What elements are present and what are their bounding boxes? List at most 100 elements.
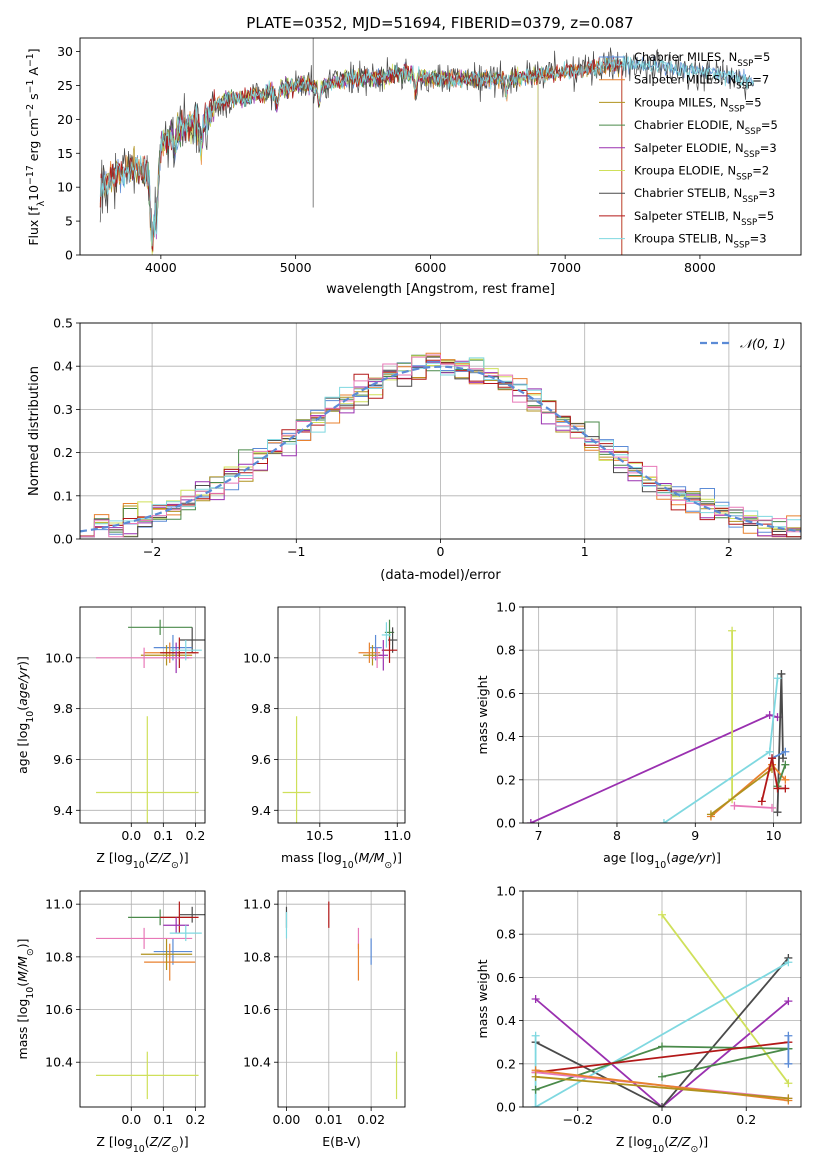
weight-line	[661, 1047, 789, 1078]
x-tick-label: 7000	[549, 260, 581, 275]
y-tick-label: 11.0	[45, 897, 73, 912]
gaussian-curve	[80, 365, 801, 533]
weight-marker	[658, 1042, 666, 1051]
spectrum-line-salpeter-elodie	[147, 65, 539, 255]
errorbar-point	[144, 943, 196, 981]
x-tick-label: 0.2	[736, 1112, 756, 1127]
x-tick-label: 6000	[414, 260, 446, 275]
errorbar-point	[96, 1051, 199, 1100]
errorbar-point	[381, 637, 398, 663]
y-axis-label: mass weight	[475, 959, 490, 1038]
y-tick-label: 20	[57, 112, 73, 127]
errorbar-point	[179, 906, 205, 923]
y-tick-label: 0.0	[496, 816, 516, 831]
y-tick-label: 10.6	[243, 1002, 271, 1017]
errorbar-point	[369, 634, 382, 661]
weight-marker	[784, 1094, 793, 1103]
x-tick-label: 5000	[280, 260, 312, 275]
legend-entry-label: Kroupa MILES, NSSP=5	[634, 95, 762, 114]
x-axis-label: Z [log10(Z/Z⊙)]	[96, 1134, 188, 1155]
y-tick-label: 9.8	[53, 701, 73, 716]
plot-area-weight_vs_Z	[531, 910, 793, 1107]
y-tick-label: 10.0	[243, 650, 271, 665]
x-tick-label: 0.2	[185, 828, 205, 843]
panel-weight_vs_Z: −0.2 0.0 0.2 0.0 0.2 0.4 0.6 0.8 1.0 Z [log10(Z/Z…	[475, 884, 802, 1155]
spectrum-line-kroupa-stelib	[99, 55, 754, 247]
y-axis-label: age [log10(age/yr)]	[15, 656, 36, 774]
x-tick-label: −2	[143, 544, 161, 559]
x-axis-label: age [log10(age/yr)]	[603, 850, 721, 871]
errorbar-point	[140, 645, 193, 666]
errorbar-point	[163, 917, 189, 934]
errorbar-point	[169, 925, 202, 942]
x-tick-label: 2	[725, 544, 733, 559]
y-tick-label: 10	[57, 180, 73, 195]
x-tick-label: 1	[581, 544, 589, 559]
errorbar-point	[160, 901, 199, 934]
y-tick-label: 0.4	[496, 1013, 516, 1028]
y-axis-label: Normed distribution	[27, 366, 42, 496]
y-tick-label: 0.2	[53, 445, 73, 460]
plot-area-mass_vs_Z	[96, 901, 205, 1100]
x-axis-label: Z [log10(Z/Z⊙)]	[616, 1134, 708, 1155]
weight-marker	[757, 797, 766, 806]
y-tick-label: 10.4	[45, 1055, 73, 1070]
panel-age_vs_mass: 10.5 11.0 9.4 9.6 9.8 10.0 mass [log10(M/M⊙)]	[243, 606, 411, 871]
x-axis-label: (data-model)/error	[380, 568, 501, 583]
y-tick-label: 0.6	[496, 970, 516, 985]
y-tick-label: 0.4	[53, 359, 73, 374]
plot-area-age_vs_mass	[282, 619, 398, 823]
weight-marker	[781, 775, 790, 784]
weight-marker	[768, 803, 777, 812]
plot-area-age_vs_Z	[96, 619, 205, 823]
y-tick-label: 0.2	[496, 772, 516, 787]
legend-entry-label: Chabrier STELIB, NSSP=3	[634, 186, 775, 205]
y-tick-label: 5	[65, 214, 73, 229]
errorbar-point	[370, 647, 384, 668]
errorbar-point	[169, 640, 202, 661]
panel-weight_vs_age: 7 8 9 10 0.0 0.2 0.4 0.6 0.8 1.0 age [log10(age/yr…	[475, 600, 802, 871]
histogram-series	[80, 354, 801, 538]
weight-marker	[765, 747, 774, 756]
weight-marker	[531, 1031, 540, 1040]
weight-line	[535, 1041, 789, 1074]
y-tick-label: 9.6	[53, 752, 73, 767]
errorbar-point	[153, 938, 193, 965]
errorbar-point	[96, 927, 193, 949]
x-tick-label: 7	[535, 828, 543, 843]
legend-entry-label: Salpeter STELIB, NSSP=5	[634, 209, 774, 228]
errorbar-point	[96, 716, 199, 823]
spectrum-legend: Chabrier MILES, NSSP=5 Salpeter MILES, NS…	[599, 50, 778, 251]
weight-marker	[784, 1031, 793, 1040]
weight-marker	[777, 669, 786, 678]
plot-area-weight_vs_age	[526, 626, 790, 823]
y-tick-label: 10.0	[45, 650, 73, 665]
y-tick-label: 0.0	[496, 1100, 516, 1115]
panel-age_vs_Z: 0.0 0.1 0.2 9.4 9.6 9.8 10.0 Z [log10(Z/Z⊙)] age…	[15, 606, 206, 871]
errorbar-point	[96, 647, 193, 668]
errorbar-point	[160, 637, 199, 668]
legend-entry-label: Salpeter ELODIE, NSSP=3	[634, 141, 777, 160]
weight-marker	[784, 997, 793, 1006]
legend-entry-label: Chabrier MILES, NSSP=5	[634, 50, 770, 69]
x-tick-label: −0.2	[563, 1112, 593, 1127]
x-tick-label: 8000	[684, 260, 716, 275]
weight-marker	[658, 1103, 666, 1107]
y-axis-label: mass [log10(M/M⊙)]	[15, 939, 36, 1060]
x-tick-label: 9	[691, 828, 699, 843]
y-tick-label: 25	[57, 78, 73, 93]
x-axis-label: mass [log10(M/M⊙)]	[281, 850, 402, 871]
y-tick-label: 1.0	[496, 600, 516, 615]
y-axis-label: Flux [fλ10−17 erg cm−2 s−1 A−1]	[25, 48, 47, 245]
weight-marker	[778, 754, 787, 763]
y-tick-label: 9.4	[53, 803, 73, 818]
axes-frame	[277, 606, 406, 824]
weight-marker	[531, 1072, 540, 1081]
weight-marker	[773, 784, 782, 793]
axes-frame	[79, 606, 206, 824]
y-tick-label: 1.0	[496, 884, 516, 899]
weight-marker	[781, 747, 790, 756]
spectrum-line-kroupa-elodie	[147, 63, 539, 255]
weight-marker	[728, 626, 737, 635]
plot-area-spectrum	[99, 38, 754, 255]
